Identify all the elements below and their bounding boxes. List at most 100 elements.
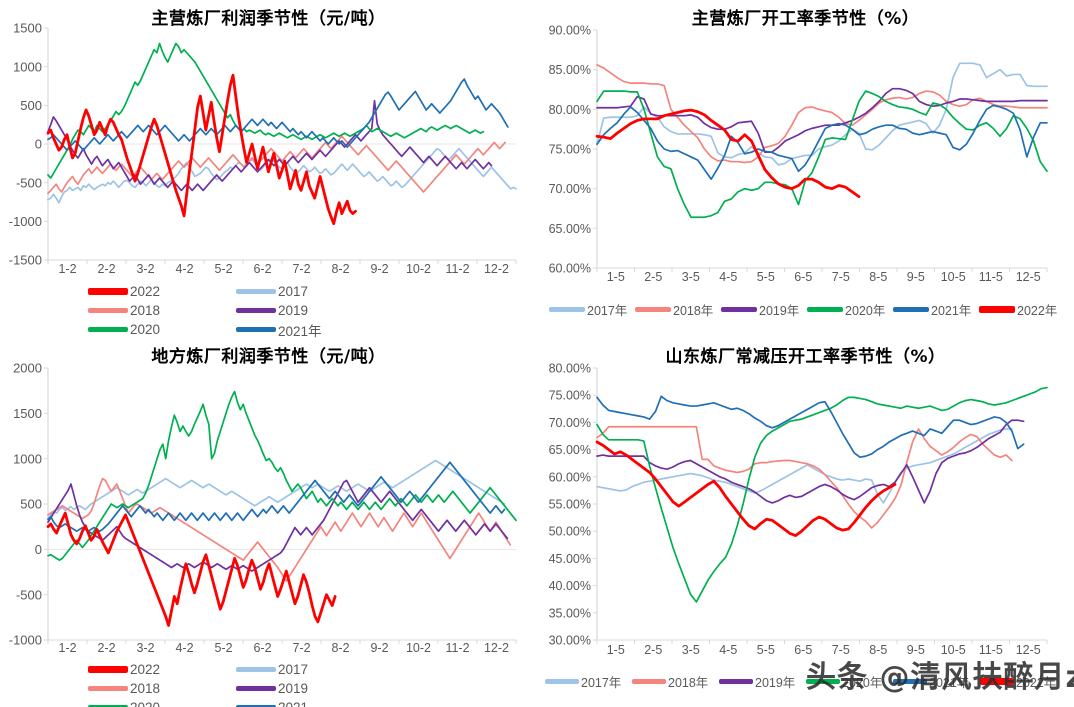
legend-item-2021[interactable]: 2021年	[893, 672, 980, 691]
legend-item-2021[interactable]: 2021	[236, 698, 384, 707]
legend-label-2017: 2017年	[581, 676, 622, 690]
y-axis-tick-label: 70.00%	[549, 182, 591, 196]
y-axis-tick-label: 2000	[13, 361, 42, 376]
legend-label-2021: 2021年	[929, 676, 970, 690]
x-axis-tick-label: 5-2	[214, 641, 232, 655]
series-line-2021	[47, 78, 509, 152]
legend-swatch-2019	[719, 679, 753, 684]
x-axis-tick-label: 7-5	[832, 643, 850, 657]
legend-swatch-2020	[806, 679, 840, 684]
legend-label-2019: 2019	[278, 303, 309, 318]
legend-label-2017: 2017年	[587, 304, 628, 318]
legend-item-2019[interactable]: 2019	[236, 679, 384, 698]
legend-swatch-2020	[88, 327, 128, 332]
y-axis-tick-label: 1000	[13, 59, 42, 74]
x-axis-tick-label: 11-2	[445, 262, 469, 276]
legend-item-2022[interactable]: 2022	[88, 282, 236, 301]
x-axis-tick-label: 6-2	[253, 641, 271, 655]
y-axis-tick-label: 85.00%	[549, 63, 591, 77]
series-line-2020	[47, 390, 517, 562]
legend-item-2021[interactable]: 2021年	[236, 320, 384, 339]
legend-swatch-2019	[721, 307, 757, 312]
legend-item-2017[interactable]: 2017	[236, 282, 384, 301]
plot-area-zhuying-kaigonglv: 90.00% 85.00% 80.00% 75.00% 70.00% 65.00% 60.0…	[549, 24, 1048, 284]
legend-swatch-2020	[807, 307, 843, 312]
series-line-2019	[596, 87, 1048, 154]
x-axis-tick-label: 12-5	[1016, 643, 1041, 657]
x-axis-tick-label: 7-2	[292, 262, 310, 276]
legend-item-2020[interactable]: 2020	[88, 320, 236, 339]
x-axis-tick-label: 11-5	[979, 270, 1003, 284]
x-axis-tick-label: 6-5	[794, 270, 812, 284]
legend-item-2022[interactable]: 2022	[88, 660, 236, 679]
series-line-2018	[47, 135, 506, 195]
y-axis-tick-label: 75.00%	[549, 143, 591, 157]
series-line-2019	[596, 419, 1025, 504]
legend-item-2019[interactable]: 2019	[236, 301, 384, 320]
legend-item-2020[interactable]: 2020	[88, 698, 236, 707]
x-axis-tick-label: 2-5	[644, 643, 662, 657]
series-line-2019	[47, 99, 493, 192]
y-axis-tick-label: -1000	[9, 633, 42, 648]
x-axis-tick-label: 5-2	[214, 262, 232, 276]
legend-label-2020: 2020	[130, 322, 161, 337]
legend-label-2018: 2018年	[668, 676, 709, 690]
legend-label-2022: 2022	[130, 662, 161, 677]
legend-item-2019[interactable]: 2019年	[721, 300, 807, 319]
legend-swatch-2021	[236, 705, 276, 707]
legend-label-2018: 2018	[130, 681, 161, 696]
legend-swatch-2019	[236, 308, 276, 313]
legend-label-2021: 2021年	[278, 323, 322, 339]
legend-label-2017: 2017	[278, 284, 309, 299]
y-axis-tick-label: 30.00%	[549, 634, 591, 648]
x-axis-tick-label: 12-2	[484, 262, 509, 276]
legend-swatch-2017	[549, 307, 585, 312]
legend-item-2018[interactable]: 2018年	[635, 300, 721, 319]
series-line-2019	[47, 479, 509, 572]
legend-swatch-2022	[980, 678, 1014, 685]
legend-item-2021[interactable]: 2021年	[893, 300, 979, 319]
legend-item-2019[interactable]: 2019年	[719, 672, 806, 691]
legend-swatch-2022	[88, 666, 128, 673]
x-axis-tick-label: 2-5	[644, 270, 662, 284]
legend-item-2020[interactable]: 2020年	[807, 300, 893, 319]
y-axis-tick-label: 70.00%	[549, 416, 591, 430]
series-line-2022	[46, 73, 357, 226]
series-line-2020	[47, 42, 485, 179]
legend-item-2017[interactable]: 2017年	[549, 300, 635, 319]
y-axis-tick-label: 40.00%	[549, 579, 591, 593]
legend-item-2018[interactable]: 2018	[88, 301, 236, 320]
series-line-2018	[596, 64, 1048, 164]
x-axis-tick-label: 1-5	[607, 270, 625, 284]
y-axis-tick-label: -500	[16, 587, 42, 602]
legend-item-2018[interactable]: 2018	[88, 679, 236, 698]
legend-swatch-2017	[545, 679, 579, 684]
plot-area-difang-lirun: 2000 1500 1000 500 0 -500 -1000 1-2 2-2 3-2 4-2 5-2…	[9, 361, 517, 655]
x-axis-tick-label: 2-2	[97, 641, 115, 655]
legend-item-2022[interactable]: 2022年	[980, 672, 1067, 691]
legend-label-2020: 2020	[130, 700, 160, 707]
y-axis-tick-label: 0	[35, 542, 42, 557]
x-axis-tick-label: 4-5	[719, 270, 737, 284]
x-axis-tick-label: 11-5	[979, 643, 1003, 657]
legend-swatch-2017	[236, 667, 276, 672]
legend-label-2018: 2018	[130, 303, 161, 318]
x-axis-tick-label: 4-2	[175, 641, 193, 655]
legend-label-2022: 2022年	[1016, 676, 1057, 690]
legend-item-2020[interactable]: 2020年	[806, 672, 893, 691]
y-axis-tick-label: 65.00%	[549, 443, 591, 457]
series-line-2022	[595, 108, 861, 199]
chart-title-difang-lirun: 地方炼厂利润季节性（元/吨）	[151, 347, 386, 367]
chart-title-zhuying-lirun: 主营炼厂利润季节性（元/吨）	[151, 9, 386, 29]
y-axis-tick-label: 500	[20, 98, 42, 113]
x-axis-tick-label: 1-5	[607, 643, 625, 657]
legend-item-2022[interactable]: 2022年	[979, 300, 1065, 319]
x-axis-tick-label: 8-5	[869, 643, 887, 657]
legend-item-2017[interactable]: 2017	[236, 660, 384, 679]
x-axis-tick-label: 10-2	[406, 641, 431, 655]
legend-shandong-changjianya: 2017年 2018年 2019年 2020年 2021年 2022年	[545, 672, 1070, 691]
legend-item-2018[interactable]: 2018年	[632, 672, 719, 691]
legend-item-2017[interactable]: 2017年	[545, 672, 632, 691]
x-axis-tick-label: 3-2	[136, 262, 154, 276]
x-axis-tick-label: 4-5	[719, 643, 737, 657]
